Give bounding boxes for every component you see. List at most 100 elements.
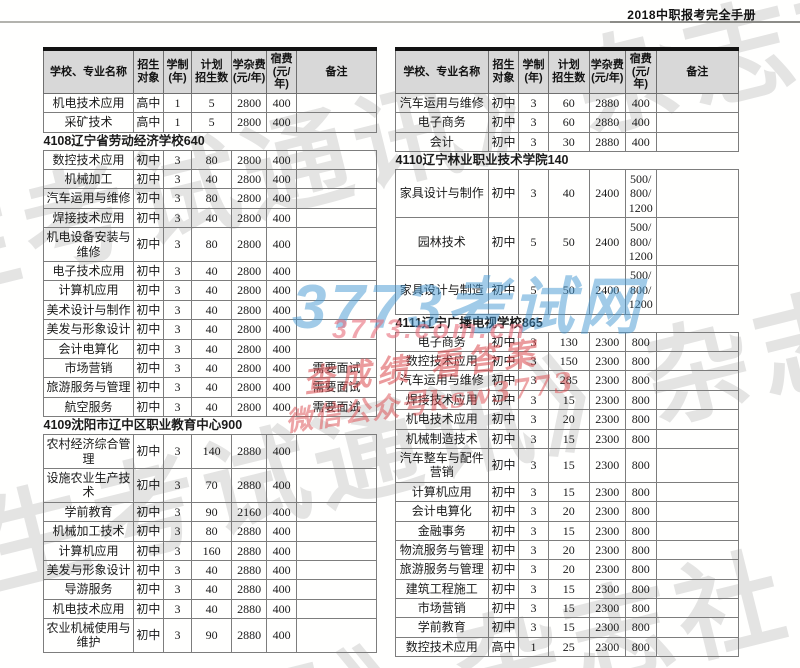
cell-enroll-target: 初中	[132, 598, 164, 620]
cell-school-program: 学前教育	[43, 501, 134, 523]
cell-note	[296, 299, 377, 321]
program-row: 会计电算化 初中 3 40 2800 400	[43, 338, 377, 360]
cell-enroll-target: 初中	[132, 319, 164, 340]
cell-years: 1	[162, 92, 193, 114]
cell-tuition: 2800	[231, 92, 268, 114]
column-header: 学校、专业名称	[395, 48, 489, 94]
cell-school-program: 电子商务	[395, 112, 489, 133]
cell-note	[296, 280, 377, 301]
cell-school-program: 机电设备安装与维修	[43, 227, 134, 263]
cell-tuition: 2800	[231, 149, 268, 171]
cell-tuition: 2880	[588, 112, 626, 133]
cell-dorm-fee: 400	[266, 467, 298, 503]
program-row: 会计电算化 初中 3 20 2300 800	[395, 501, 740, 522]
cell-enroll-target: 初中	[132, 396, 164, 418]
cell-years: 3	[518, 409, 549, 430]
school-section-title: 4111辽宁广播电视学校865	[395, 313, 739, 333]
cell-years: 3	[518, 370, 549, 391]
cell-note	[655, 481, 740, 503]
column-header: 学杂费 (元/年)	[231, 48, 268, 94]
cell-enroll-target: 初中	[487, 350, 520, 372]
cell-dorm-fee: 800	[624, 447, 657, 483]
cell-tuition: 2400	[588, 265, 626, 315]
cell-note	[655, 617, 740, 638]
program-row: 物流服务与管理 初中 3 20 2300 800	[395, 539, 740, 561]
cell-years: 3	[518, 92, 549, 114]
program-row: 学前教育 初中 3 15 2300 800	[395, 617, 740, 638]
cell-dorm-fee: 400	[266, 357, 298, 379]
program-row: 数控技术应用 高中 1 25 2300 800	[395, 636, 740, 658]
program-row: 家具设计与制造 初中 5 50 2400 500/ 800/ 1200	[395, 265, 740, 315]
cell-dorm-fee: 400	[624, 131, 657, 153]
cell-tuition: 2880	[231, 579, 268, 600]
cell-enroll-target: 初中	[132, 227, 164, 263]
cell-school-program: 导游服务	[43, 579, 134, 600]
program-row: 美发与形象设计 初中 3 40 2880 400	[43, 559, 377, 581]
program-row: 园林技术 初中 5 50 2400 500/ 800/ 1200	[395, 217, 740, 267]
cell-tuition: 2300	[588, 409, 626, 430]
cell-plan-count: 40	[191, 338, 233, 360]
cell-dorm-fee: 500/ 800/ 1200	[624, 169, 657, 219]
cell-note	[296, 338, 377, 360]
cell-years: 3	[518, 389, 549, 411]
cell-dorm-fee: 400	[266, 618, 298, 653]
header-rule-accent	[610, 21, 800, 23]
cell-note: 需要面试	[296, 357, 377, 379]
header-row: 学校、专业名称 招生 对象 学制 (年) 计划 招生数 学杂费 (元/年) 宿费 (元/年…	[395, 48, 740, 94]
cell-years: 3	[162, 598, 193, 620]
cell-dorm-fee: 800	[624, 539, 657, 561]
column-header: 计划 招生数	[547, 48, 590, 94]
cell-tuition: 2300	[588, 447, 626, 483]
cell-tuition: 2800	[231, 357, 268, 379]
cell-years: 3	[162, 377, 193, 398]
cell-tuition: 2400	[588, 169, 626, 219]
cell-school-program: 会计	[395, 131, 489, 153]
program-row: 金融事务 初中 3 15 2300 800	[395, 520, 740, 541]
cell-dorm-fee: 400	[266, 521, 298, 542]
cell-plan-count: 90	[191, 618, 233, 653]
cell-enroll-target: 初中	[487, 617, 520, 638]
cell-years: 3	[518, 481, 549, 503]
cell-years: 3	[518, 447, 549, 483]
cell-tuition: 2800	[231, 396, 268, 418]
cell-note	[655, 131, 740, 153]
cell-years: 3	[518, 169, 549, 219]
cell-years: 3	[162, 618, 193, 653]
cell-years: 3	[162, 357, 193, 379]
cell-school-program: 数控技术应用	[395, 350, 489, 372]
cell-note	[655, 539, 740, 561]
cell-tuition: 2300	[588, 350, 626, 372]
cell-years: 3	[162, 261, 193, 282]
cell-note	[296, 521, 377, 542]
column-header: 学杂费 (元/年)	[588, 48, 626, 94]
program-table: 学校、专业名称 招生 对象 学制 (年) 计划 招生数 学杂费 (元/年) 宿费 (元/年…	[43, 47, 377, 653]
cell-years: 5	[518, 217, 549, 267]
cell-enroll-target: 初中	[487, 131, 520, 153]
cell-enroll-target: 初中	[132, 559, 164, 581]
cell-plan-count: 50	[547, 265, 590, 315]
cell-note	[296, 467, 377, 503]
cell-tuition: 2880	[231, 540, 268, 561]
cell-school-program: 美术设计与制作	[43, 299, 134, 321]
cell-tuition: 2880	[231, 467, 268, 503]
cell-plan-count: 160	[191, 540, 233, 561]
cell-years: 3	[162, 319, 193, 340]
cell-dorm-fee: 800	[624, 481, 657, 503]
cell-note	[296, 261, 377, 282]
cell-enroll-target: 初中	[487, 539, 520, 561]
cell-plan-count: 60	[547, 112, 590, 133]
cell-note: 需要面试	[296, 377, 377, 398]
cell-note	[655, 389, 740, 411]
cell-tuition: 2800	[231, 207, 268, 229]
cell-note	[296, 559, 377, 581]
cell-plan-count: 130	[547, 331, 590, 353]
program-row: 电子技术应用 初中 3 40 2800 400	[43, 261, 377, 282]
cell-plan-count: 20	[547, 539, 590, 561]
cell-years: 3	[518, 331, 549, 353]
cell-school-program: 学前教育	[395, 617, 489, 638]
cell-years: 3	[518, 598, 549, 619]
cell-dorm-fee: 800	[624, 389, 657, 411]
cell-note	[296, 501, 377, 523]
cell-school-program: 汽车运用与维修	[395, 92, 489, 114]
cell-tuition: 2800	[231, 299, 268, 321]
